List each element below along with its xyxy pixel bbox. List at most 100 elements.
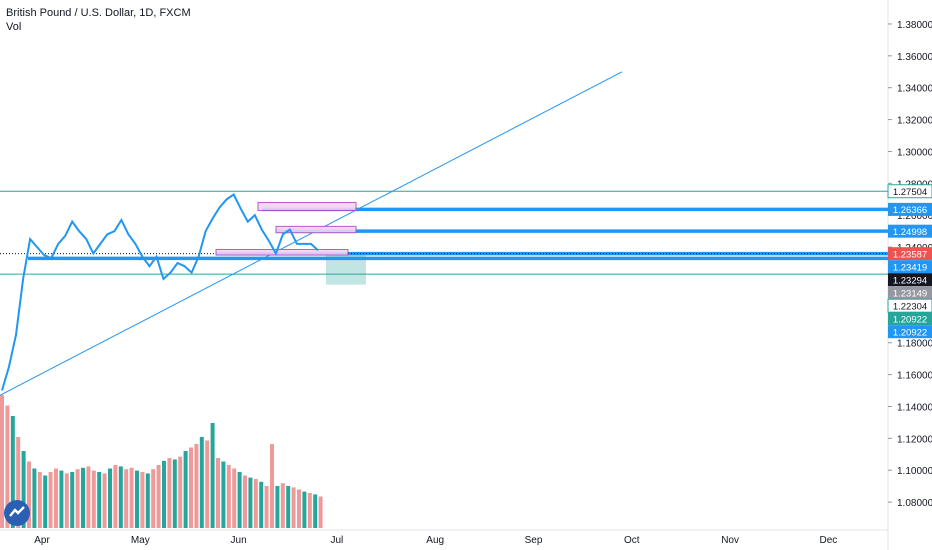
volume-bar [172,459,177,528]
volume-bar [81,467,85,528]
price-badge [888,202,932,216]
volume-bar [226,465,231,528]
volume-bar [59,470,64,528]
price-badge [888,286,932,300]
volume-bar [145,473,150,528]
volume-bar [0,395,4,528]
volume-bar [286,486,291,528]
volume-bar [16,437,21,528]
x-tick-label: Nov [721,535,739,546]
y-tick-label: 1.34000 [897,84,932,95]
y-tick-label: 1.32000 [897,116,932,127]
volume-bar [75,469,80,528]
y-tick-label: 1.12000 [897,434,932,445]
volume-bar [54,468,58,528]
volume-bar [318,496,323,528]
price-badge-label: 1.23294 [893,275,927,286]
x-tick-label: Dec [820,535,838,546]
tradingview-logo[interactable] [4,500,30,526]
price-badge-label: 1.27504 [893,187,927,198]
volume-bar [124,469,129,528]
volume-bar [140,472,145,528]
supply-zone [275,225,357,234]
volume-bar [151,469,156,528]
volume-bar [237,472,242,528]
volume-bar [97,472,102,528]
volume-bar [221,461,226,528]
x-tick-label: Sep [525,535,543,546]
chart-legend: British Pound / U.S. Dollar, 1D, FXCM Vo… [6,6,191,34]
volume-bar [253,479,258,528]
price-badge [888,325,932,339]
y-tick-label: 1.38000 [897,20,932,31]
volume-bar [194,444,199,528]
volume-bar [205,440,210,528]
supply-zone [257,201,357,211]
volume-bar [216,458,220,528]
price-badge-label: 1.23419 [893,262,927,273]
volume-bar [243,475,247,528]
x-tick-label: Jun [231,535,247,546]
volume-bar [5,405,10,528]
volume-bar [259,481,264,528]
volume-bar [307,493,312,528]
volume-bar [135,470,139,528]
volume-bar [291,487,296,528]
x-tick-label: Jul [331,535,344,546]
trend-line [0,71,623,396]
price-badge [888,260,932,274]
volume-bar [297,489,301,528]
volume-bar [64,473,69,528]
volume-bar [21,451,26,528]
volume-bar [232,468,237,528]
volume-bar [210,423,215,528]
x-tick-label: May [131,535,150,546]
symbol-title: British Pound / U.S. Dollar, 1D, FXCM [6,7,191,19]
volume-bar [248,477,253,528]
volume-bar [70,472,75,528]
y-tick-label: 1.26000 [897,211,932,222]
volume-bar [199,437,204,528]
price-badge-label: 1.26366 [893,205,927,216]
volume-bar [280,483,285,528]
volume-bar [43,475,48,528]
price-badge [887,184,932,199]
volume-bar [167,458,172,528]
volume-bar [102,473,107,528]
volume-bar [264,486,269,528]
volume-bar [91,470,96,528]
price-badge-label: 1.20922 [893,314,927,325]
y-tick-label: 1.30000 [897,147,932,158]
price-line [1,193,319,391]
price-badge [888,224,932,238]
x-tick-label: Aug [426,535,444,546]
price-badge-label: 1.23587 [893,249,927,260]
volume-bar [118,466,123,528]
price-badge-label: 1.24998 [893,227,927,238]
x-tick-label: Apr [34,535,50,546]
volume-bar [275,486,280,528]
volume-bar [178,456,183,528]
volume-bar [270,444,274,528]
price-badge-label: 1.22304 [893,301,927,312]
price-badge [888,312,932,326]
volume-bar [108,468,112,528]
y-tick-label: 1.18000 [897,339,932,350]
volume-bar [86,466,91,528]
volume-bar [302,491,307,528]
price-badge [888,247,932,261]
y-tick-label: 1.14000 [897,402,932,413]
volume-bar [313,494,318,528]
volume-bar [113,465,118,528]
volume-bar [32,468,37,528]
y-tick-label: 1.08000 [897,498,932,509]
volume-bar [48,472,53,528]
volume-bar [10,416,15,528]
y-tick-label: 1.10000 [897,466,932,477]
y-tick-label: 1.16000 [897,371,932,382]
volume-bar [156,465,161,528]
price-badge [888,273,932,287]
demand-zone [215,248,349,256]
